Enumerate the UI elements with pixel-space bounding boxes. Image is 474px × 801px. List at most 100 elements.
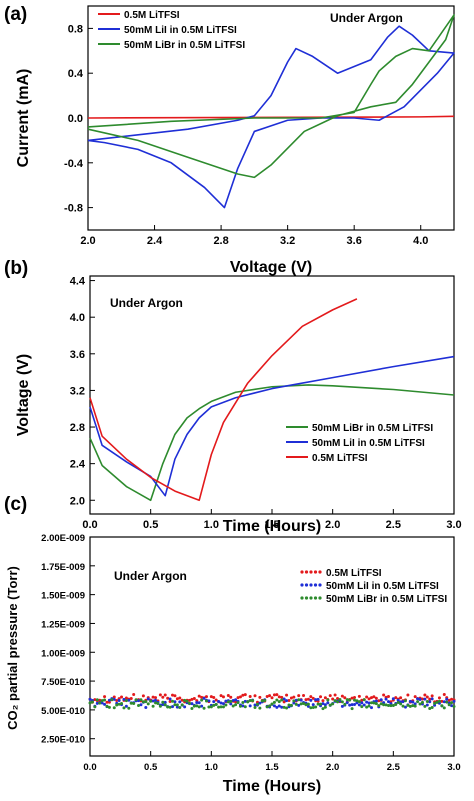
scatter-point bbox=[403, 699, 407, 703]
scatter-point bbox=[202, 706, 206, 710]
scatter-point bbox=[445, 700, 449, 704]
scatter-point bbox=[340, 700, 344, 704]
scatter-point bbox=[321, 702, 325, 706]
scatter-point bbox=[115, 703, 119, 707]
scatter-point bbox=[452, 704, 456, 708]
scatter-point bbox=[450, 704, 454, 708]
panel-b-y-axis-label: Voltage (V) bbox=[15, 354, 32, 436]
scatter-point bbox=[224, 699, 228, 703]
scatter-point bbox=[129, 697, 133, 701]
scatter-point bbox=[275, 693, 279, 697]
y-tick-label: 2.50E-010 bbox=[41, 735, 85, 746]
scatter-point bbox=[161, 700, 165, 704]
scatter-point bbox=[173, 703, 177, 707]
scatter-point bbox=[166, 696, 170, 700]
scatter-point bbox=[272, 704, 276, 708]
scatter-point bbox=[258, 695, 262, 699]
scatter-point bbox=[309, 698, 313, 702]
scatter-point bbox=[231, 704, 235, 708]
scatter-point bbox=[207, 699, 211, 703]
scatter-point bbox=[253, 706, 257, 710]
scatter-point bbox=[369, 701, 373, 705]
legend-swatch bbox=[318, 583, 322, 587]
scatter-point bbox=[374, 699, 378, 703]
x-tick-label: 2.8 bbox=[213, 235, 228, 247]
scatter-point bbox=[362, 698, 366, 702]
scatter-point bbox=[319, 702, 323, 706]
scatter-point bbox=[445, 697, 449, 701]
scatter-point bbox=[399, 696, 403, 700]
x-tick-label: 3.0 bbox=[447, 762, 460, 773]
legend-swatch bbox=[313, 570, 318, 574]
y-tick-label: 4.0 bbox=[70, 312, 85, 324]
scatter-point bbox=[270, 696, 274, 700]
scatter-point bbox=[202, 696, 206, 700]
scatter-point bbox=[209, 695, 213, 699]
scatter-point bbox=[132, 693, 136, 697]
legend-label: 50mM LiBr in 0.5M LiTFSI bbox=[312, 423, 433, 434]
scatter-point bbox=[428, 700, 432, 704]
scatter-point bbox=[287, 699, 291, 703]
x-tick-label: 3.2 bbox=[280, 235, 295, 247]
scatter-point bbox=[384, 697, 388, 701]
scatter-point bbox=[253, 694, 257, 698]
scatter-point bbox=[200, 695, 204, 699]
scatter-point bbox=[297, 703, 301, 707]
panel-c-series bbox=[88, 692, 456, 711]
legend-swatch bbox=[300, 570, 304, 574]
scatter-point bbox=[163, 700, 167, 704]
scatter-point bbox=[168, 699, 172, 703]
x-tick-label: 0.0 bbox=[83, 762, 96, 773]
scatter-point bbox=[299, 702, 303, 706]
scatter-point bbox=[122, 697, 126, 701]
scatter-point bbox=[243, 699, 247, 703]
scatter-point bbox=[384, 703, 388, 707]
scatter-point bbox=[377, 699, 381, 703]
scatter-point bbox=[154, 698, 158, 702]
y-tick-label: 7.50E-010 bbox=[41, 677, 85, 688]
scatter-point bbox=[124, 696, 128, 700]
scatter-point bbox=[328, 703, 332, 707]
y-tick-label: 0.4 bbox=[68, 68, 84, 80]
scatter-point bbox=[161, 695, 165, 699]
x-tick-label: 1.0 bbox=[204, 519, 219, 531]
scatter-point bbox=[103, 695, 107, 699]
scatter-point bbox=[248, 704, 252, 708]
scatter-point bbox=[105, 700, 109, 704]
scatter-point bbox=[289, 703, 293, 707]
scatter-point bbox=[144, 700, 148, 704]
scatter-point bbox=[231, 698, 235, 702]
panel-a-letter: (a) bbox=[4, 4, 27, 25]
scatter-point bbox=[134, 698, 138, 702]
scatter-point bbox=[229, 702, 233, 706]
scatter-point bbox=[430, 694, 434, 698]
scatter-point bbox=[226, 700, 230, 704]
x-tick-label: 2.4 bbox=[147, 235, 163, 247]
scatter-point bbox=[161, 703, 165, 707]
scatter-point bbox=[122, 706, 126, 710]
scatter-point bbox=[204, 695, 208, 699]
scatter-point bbox=[277, 700, 281, 704]
scatter-point bbox=[447, 703, 451, 707]
scatter-point bbox=[423, 693, 427, 697]
scatter-point bbox=[326, 701, 330, 705]
scatter-point bbox=[423, 704, 427, 708]
scatter-point bbox=[175, 705, 179, 709]
panel-b-x-axis-label: Time (Hours) bbox=[223, 518, 321, 535]
y-tick-label: 1.75E-009 bbox=[41, 562, 85, 573]
scatter-point bbox=[195, 701, 199, 705]
legend-swatch bbox=[318, 570, 322, 574]
legend-swatch bbox=[304, 570, 309, 574]
scatter-point bbox=[129, 701, 133, 705]
legend-label: 50mM LiI in 0.5M LiTFSI bbox=[326, 581, 439, 592]
scatter-point bbox=[214, 702, 218, 706]
scatter-point bbox=[146, 697, 150, 701]
scatter-point bbox=[299, 698, 303, 702]
scatter-point bbox=[229, 695, 233, 699]
panel-c-x-axis-label: Time (Hours) bbox=[223, 778, 321, 795]
scatter-point bbox=[190, 697, 194, 701]
panel-b: (b) 0.0 0.5 1.0 1.5 2.0 2.5 3.0 2.0 2.4 2.8 3.2 3.6… bbox=[4, 258, 462, 535]
scatter-point bbox=[90, 700, 94, 704]
scatter-point bbox=[440, 699, 444, 703]
